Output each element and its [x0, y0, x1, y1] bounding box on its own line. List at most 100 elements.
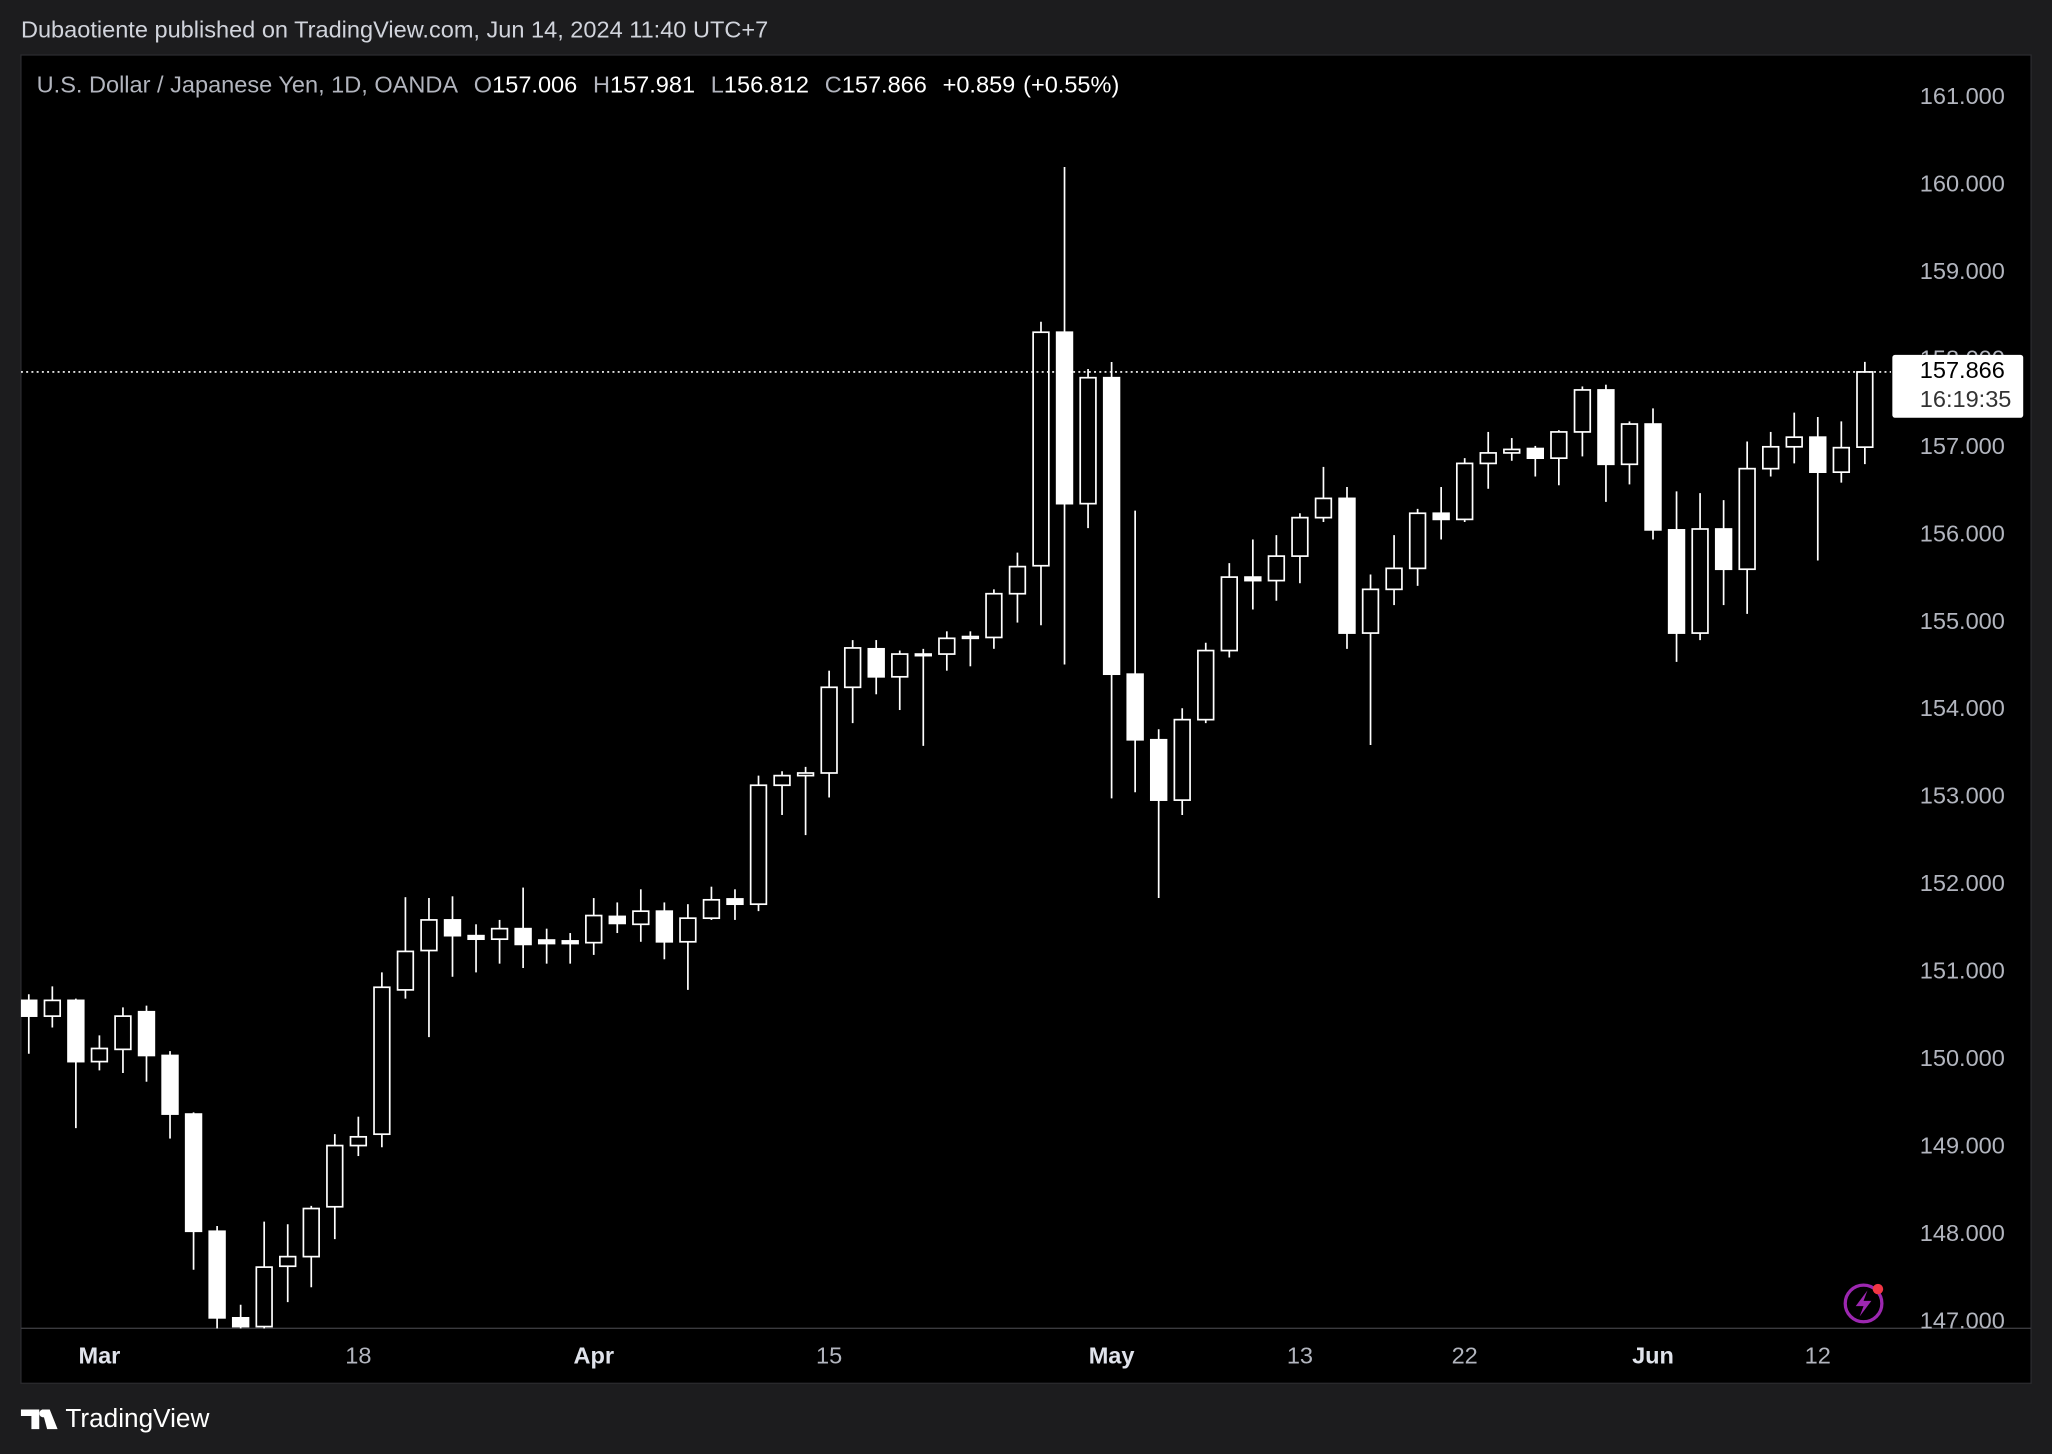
close-value: 157.866: [842, 72, 927, 98]
candle-body: [1455, 462, 1474, 521]
x-tick-label: 15: [816, 1342, 842, 1368]
candle-body: [1149, 738, 1168, 801]
candle-body: [796, 772, 815, 777]
candle-body: [43, 999, 62, 1017]
y-tick-label: 153.000: [1920, 783, 2005, 809]
candle-body: [137, 1010, 156, 1057]
x-tick-label: Apr: [573, 1342, 614, 1368]
candle-body: [585, 914, 603, 944]
candle-body: [1102, 376, 1121, 676]
candle-body: [231, 1316, 250, 1328]
countdown-label: 16:19:35: [1920, 386, 2012, 412]
candle-body: [1714, 528, 1733, 571]
candle-body: [255, 1266, 273, 1328]
candle-body: [867, 647, 885, 678]
tradingview-logo[interactable]: TradingView: [20, 1403, 210, 1433]
x-tick-label: 18: [345, 1342, 371, 1368]
candle-body: [114, 1015, 132, 1051]
y-tick-label: 160.000: [1920, 171, 2005, 197]
candle-body: [1809, 436, 1827, 474]
candle-body: [1667, 529, 1686, 634]
candle-body: [90, 1047, 109, 1063]
y-tick-label: 147.000: [1920, 1307, 2005, 1333]
time-axis: Mar 18 Apr 15 May 13 22 Jun 12: [78, 1342, 1830, 1368]
change-percent: (+0.55%): [1023, 72, 1119, 98]
candle-body: [279, 1255, 297, 1268]
candle-body: [1432, 512, 1450, 521]
candle-body: [396, 950, 415, 991]
candle-body: [1856, 371, 1874, 448]
low-prefix: L: [711, 72, 724, 98]
y-tick-label: 149.000: [1920, 1133, 2005, 1159]
y-tick-label: 156.000: [1920, 520, 2005, 546]
candle-body: [1761, 445, 1780, 470]
candle-body: [161, 1054, 179, 1115]
y-tick-label: 157.000: [1920, 433, 2005, 459]
candle-body: [773, 774, 791, 787]
candle-body: [326, 1144, 344, 1208]
close-prefix: C: [825, 72, 842, 98]
candle-body: [1079, 376, 1097, 505]
brand[interactable]: TradingView: [65, 1403, 209, 1433]
candle-body: [1573, 389, 1592, 433]
y-tick-label: 152.000: [1920, 870, 2005, 896]
candle-body: [1055, 331, 1074, 505]
candle-body: [985, 592, 1003, 639]
candle-body: [655, 910, 674, 943]
candle-body: [373, 986, 391, 1136]
candle-body: [1244, 576, 1262, 582]
high-value: 157.981: [610, 72, 695, 98]
candle-body: [1173, 718, 1191, 801]
candle-body: [184, 1113, 203, 1233]
candle-body: [1126, 673, 1144, 741]
y-tick-label: 159.000: [1920, 258, 2005, 284]
candle-body: [537, 939, 556, 945]
open-value: 157.006: [492, 72, 577, 98]
candle-body: [820, 686, 838, 774]
candle-body: [938, 637, 956, 655]
candle-body: [1738, 467, 1756, 571]
candle-body: [843, 647, 862, 689]
high-prefix: H: [593, 72, 610, 98]
candle-body: [632, 910, 650, 926]
chart-panel: [20, 54, 2032, 1384]
x-tick-label: 13: [1287, 1342, 1313, 1368]
candle-body: [1338, 497, 1356, 634]
candle-body: [1550, 431, 1568, 460]
y-tick-label: 150.000: [1920, 1045, 2005, 1071]
candle-body: [1644, 423, 1662, 531]
candle-body: [1385, 567, 1403, 591]
x-tick-label: Mar: [78, 1342, 120, 1368]
x-tick-label: Jun: [1632, 1342, 1674, 1368]
candle-body: [1526, 447, 1545, 460]
alert-icon[interactable]: [1843, 1283, 1884, 1324]
candle-body: [749, 784, 768, 906]
x-tick-label: 12: [1805, 1342, 1831, 1368]
candle-body: [561, 940, 579, 945]
legend: U.S. Dollar / Japanese Yen, 1D, OANDA O15…: [37, 72, 1120, 98]
candle-body: [1197, 649, 1215, 721]
change: +0.859: [943, 72, 1016, 98]
symbol: U.S. Dollar / Japanese Yen, 1D, OANDA: [37, 72, 459, 98]
candle-body: [679, 917, 697, 943]
candle-body: [1361, 588, 1380, 634]
candle-body: [961, 635, 980, 640]
y-tick-label: 151.000: [1920, 958, 2005, 984]
candle-body: [1479, 452, 1497, 465]
y-tick-label: 161.000: [1920, 83, 2005, 109]
y-tick-label: 148.000: [1920, 1220, 2005, 1246]
low-value: 156.812: [724, 72, 809, 98]
candle-body: [514, 927, 532, 946]
candle-body: [726, 898, 744, 906]
candle-body: [1620, 423, 1639, 466]
attribution: Dubaotiente published on TradingView.com…: [21, 17, 768, 43]
candle-body: [467, 934, 485, 941]
open-prefix: O: [474, 72, 492, 98]
x-tick-label: May: [1089, 1342, 1135, 1368]
candle-body: [1291, 516, 1309, 557]
plot-area: [20, 166, 1892, 1329]
candle-body: [1408, 512, 1427, 570]
candle-body: [1832, 446, 1851, 474]
candle-body: [1008, 565, 1027, 595]
